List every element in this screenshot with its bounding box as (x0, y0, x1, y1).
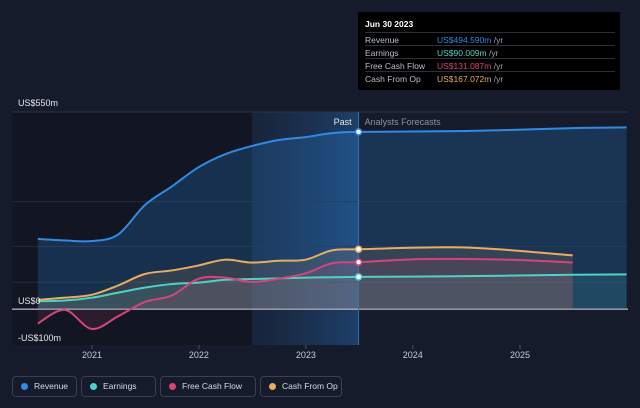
legend-item-earnings[interactable]: Earnings (81, 376, 156, 397)
x-tick-label: 2024 (403, 350, 423, 360)
gridlines (12, 111, 628, 310)
tooltip-row-free-cash-flow: Free Cash Flow US$131.087m /yr (365, 58, 615, 72)
tooltip-row-name: Earnings (365, 48, 399, 58)
tooltip-row-name: Free Cash Flow (365, 61, 425, 71)
line-earnings (37, 273, 627, 303)
marker-cash-from-op (354, 245, 363, 254)
line-revenue (37, 126, 627, 243)
marker-earnings (354, 273, 363, 281)
past-label: Past (334, 117, 353, 127)
legend-label: Cash From Op (282, 381, 338, 391)
area-revenue (37, 127, 627, 310)
line-free-cash-flow (37, 257, 573, 330)
x-tick-label: 2025 (510, 350, 530, 360)
current-value-markers (354, 128, 363, 281)
marker-revenue (354, 128, 363, 136)
tooltip-row-value: US$494.590m /yr (437, 35, 504, 45)
tooltip-row-cash-from-op: Cash From Op US$167.072m /yr (365, 71, 615, 85)
legend-label: Revenue (34, 381, 69, 391)
series-lines (37, 126, 627, 330)
legend-dot-icon (169, 383, 176, 390)
tooltip-row-value: US$90.009m /yr (437, 48, 499, 58)
legend-dot-icon (21, 383, 28, 390)
legend-label: Earnings (103, 381, 137, 391)
y-label-zero: US$0 (18, 296, 41, 306)
tooltip-row-name: Cash From Op (365, 74, 421, 84)
past-region (12, 112, 252, 345)
legend-label: Free Cash Flow (182, 381, 242, 391)
x-tick-label: 2021 (82, 350, 102, 360)
tooltip-row-revenue: Revenue US$494.590m /yr (365, 32, 615, 46)
forecast-label: Analysts Forecasts (365, 117, 442, 127)
y-label-bottom: -US$100m (18, 333, 61, 343)
legend-item-free-cash-flow[interactable]: Free Cash Flow (160, 376, 256, 397)
tooltip-date: Jun 30 2023 (365, 19, 414, 29)
tooltip-row-earnings: Earnings US$90.009m /yr (365, 45, 615, 59)
x-tick-label: 2022 (189, 350, 209, 360)
tooltip-row-value: US$167.072m /yr (437, 74, 504, 84)
marker-free-cash-flow (354, 258, 363, 266)
tooltip: Jun 30 2023 Revenue US$494.590m /yr Earn… (358, 12, 620, 90)
legend-item-revenue[interactable]: Revenue (12, 376, 77, 397)
x-axis-ticks: 2021 2022 2023 2024 2025 (82, 345, 530, 360)
legend-item-cash-from-op[interactable]: Cash From Op (260, 376, 342, 397)
past-highlight (252, 112, 359, 345)
area-earnings (37, 274, 627, 310)
legend-dot-icon (90, 383, 97, 390)
legend-dot-icon (269, 383, 276, 390)
line-cash-from-op (37, 246, 573, 301)
tooltip-row-value: US$131.087m /yr (437, 61, 504, 71)
series-areas (37, 127, 627, 329)
x-tick-label: 2023 (296, 350, 316, 360)
tooltip-row-name: Revenue (365, 35, 400, 45)
y-label-top: US$550m (18, 98, 58, 108)
